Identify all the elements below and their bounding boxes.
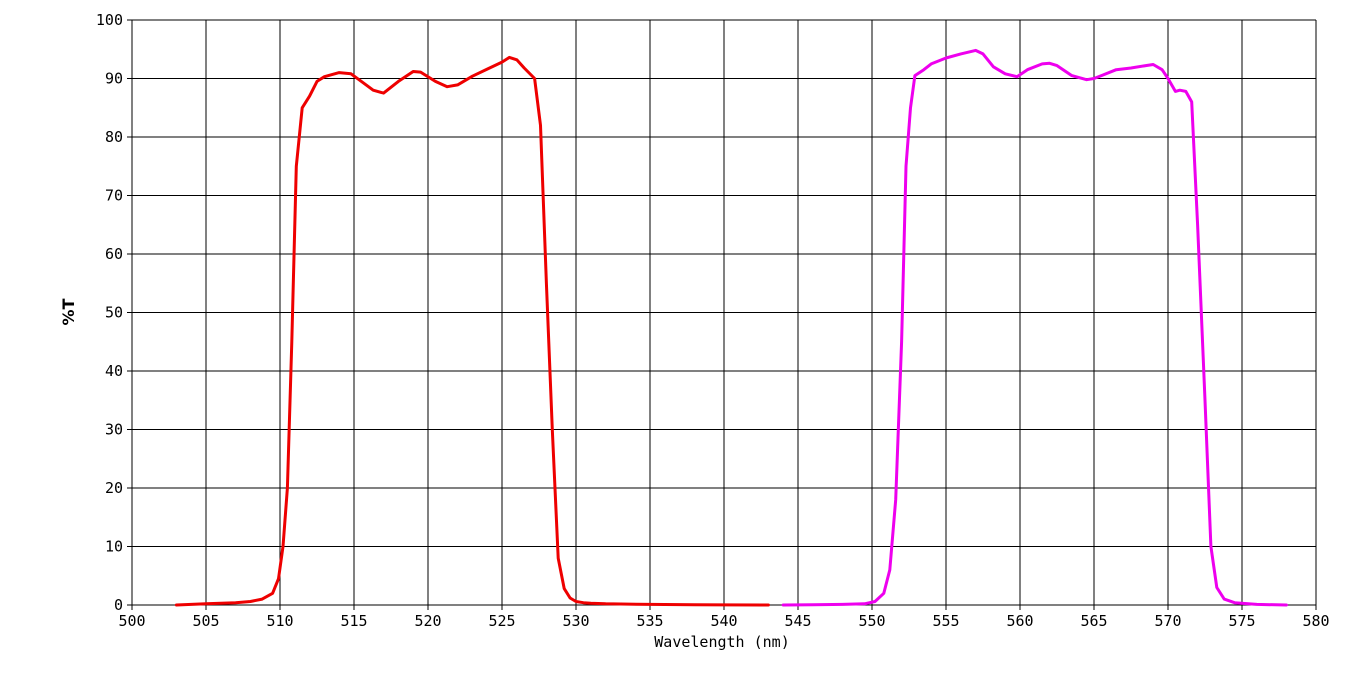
y-tick-label: 70 <box>105 187 123 205</box>
x-tick-label: 515 <box>340 612 367 630</box>
series-line-1 <box>174 55 770 607</box>
x-tick-label: 550 <box>858 612 885 630</box>
y-tick-label: 40 <box>105 362 123 380</box>
y-tick-label: 0 <box>114 596 123 614</box>
x-tick-labels: 500 505 510 515 520 525 530 535 540 545 550 555 560 5… <box>118 612 1329 630</box>
y-tick-label: 30 <box>105 421 123 439</box>
series-line-2 <box>781 48 1288 607</box>
x-tick-label: 525 <box>488 612 515 630</box>
x-tick-label: 520 <box>414 612 441 630</box>
y-tick-labels: 0 10 20 30 40 50 60 70 80 90 100 <box>96 11 123 614</box>
x-tick-label: 545 <box>784 612 811 630</box>
y-axis-label: %T <box>59 298 78 325</box>
series-group <box>174 48 1288 607</box>
x-tick-label: 500 <box>118 612 145 630</box>
x-tick-label: 575 <box>1228 612 1255 630</box>
x-tick-label: 565 <box>1080 612 1107 630</box>
y-tick-label: 50 <box>105 304 123 322</box>
y-tick-label: 10 <box>105 538 123 556</box>
y-tick-label: 80 <box>105 128 123 146</box>
x-tick-label: 560 <box>1006 612 1033 630</box>
y-tick-label: 100 <box>96 11 123 29</box>
x-tick-label: 580 <box>1302 612 1329 630</box>
x-tick-label: 570 <box>1154 612 1181 630</box>
x-tick-label: 510 <box>266 612 293 630</box>
y-tick-label: 60 <box>105 245 123 263</box>
x-tick-label: 540 <box>710 612 737 630</box>
y-tick-label: 90 <box>105 70 123 88</box>
x-tick-label: 505 <box>192 612 219 630</box>
x-tick-label: 530 <box>562 612 589 630</box>
x-axis-label: Wavelength (nm) <box>654 633 789 651</box>
grid-lines <box>127 19 1317 610</box>
y-tick-label: 20 <box>105 479 123 497</box>
x-tick-label: 555 <box>932 612 959 630</box>
x-tick-label: 535 <box>636 612 663 630</box>
